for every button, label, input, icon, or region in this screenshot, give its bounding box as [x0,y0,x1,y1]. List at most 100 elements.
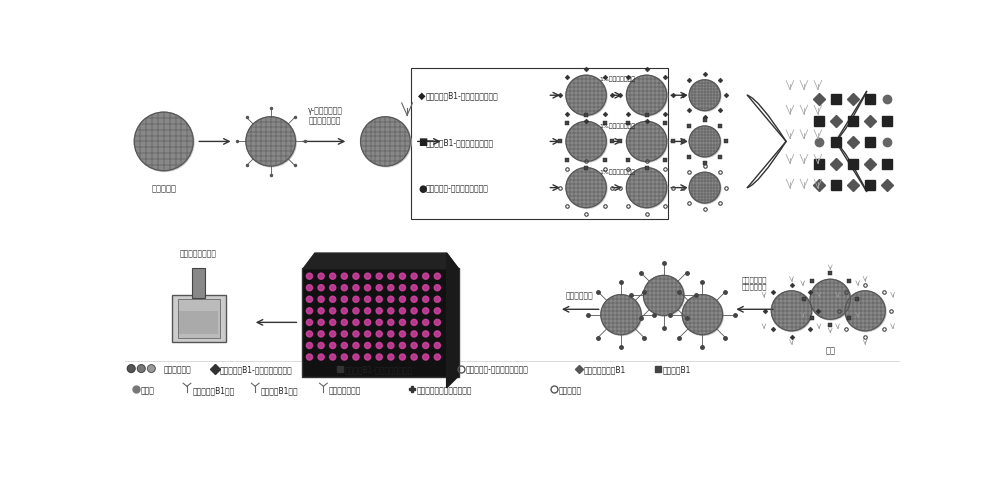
Circle shape [341,274,347,280]
Text: 黄曲霉毒素B1抗体: 黄曲霉毒素B1抗体 [192,385,235,394]
Text: 牛血清蛋白: 牛血清蛋白 [558,385,581,394]
Circle shape [627,77,668,117]
Circle shape [147,365,155,372]
Circle shape [330,297,336,303]
Circle shape [423,274,429,280]
Circle shape [364,308,371,314]
Text: 黄曲霉毒素毒素B1: 黄曲霉毒素毒素B1 [584,364,626,373]
Circle shape [364,320,371,326]
Circle shape [644,276,685,316]
Circle shape [247,118,296,168]
Circle shape [411,343,417,349]
Circle shape [626,168,667,208]
Circle shape [330,320,336,326]
Circle shape [306,320,313,326]
Circle shape [364,343,371,349]
Circle shape [353,320,359,326]
Circle shape [602,296,642,336]
Circle shape [411,308,417,314]
Text: 辣根过氧化物
酶标记的二抗: 辣根过氧化物 酶标记的二抗 [742,276,767,289]
Circle shape [567,77,607,117]
Circle shape [810,280,850,320]
Circle shape [423,308,429,314]
Circle shape [423,320,429,326]
Text: ■: ■ [418,137,427,147]
Circle shape [364,285,371,291]
Circle shape [434,354,440,360]
Circle shape [411,297,417,303]
Circle shape [683,296,723,336]
Text: ●: ● [418,183,426,193]
Circle shape [127,365,135,372]
Circle shape [341,297,347,303]
Circle shape [135,114,194,172]
Circle shape [364,331,371,337]
Text: ◆: ◆ [418,91,425,101]
FancyBboxPatch shape [172,296,226,342]
Circle shape [772,292,812,332]
Circle shape [567,169,607,209]
Circle shape [376,354,382,360]
Text: 黄曲霉毒素B1-牛血清蛋白偶联物: 黄曲霉毒素B1-牛血清蛋白偶联物 [426,92,498,100]
Circle shape [306,331,313,337]
Circle shape [353,297,359,303]
Circle shape [423,331,429,337]
Circle shape [364,354,371,360]
Text: 赭曲霉: 赭曲霉 [140,385,154,394]
Circle shape [601,295,641,335]
Circle shape [341,343,347,349]
Circle shape [567,123,607,163]
Circle shape [306,354,313,360]
Text: 清洗: 清洗 [825,346,835,355]
Text: 1%牛血清蛋白封闭: 1%牛血清蛋白封闭 [599,77,635,82]
Text: 付马毒素B1-牛血清蛋白偶联物: 付马毒素B1-牛血清蛋白偶联物 [345,364,413,373]
Circle shape [246,118,296,167]
Circle shape [361,118,411,168]
Circle shape [341,331,347,337]
Circle shape [318,297,324,303]
Circle shape [626,76,667,116]
Circle shape [330,274,336,280]
Text: 赭曲霉毒素-牛血清蛋白偶联物: 赭曲霉毒素-牛血清蛋白偶联物 [465,364,528,373]
Circle shape [388,297,394,303]
Text: 光子晶体微球: 光子晶体微球 [164,364,192,373]
Circle shape [689,127,720,157]
Circle shape [811,280,851,320]
Circle shape [627,123,668,163]
Circle shape [134,113,193,171]
Circle shape [318,343,324,349]
Circle shape [330,343,336,349]
Circle shape [353,274,359,280]
Text: 赭曲霉毒素抗体: 赭曲霉毒素抗体 [329,385,361,394]
Circle shape [376,308,382,314]
Circle shape [434,343,440,349]
FancyBboxPatch shape [192,269,205,298]
Circle shape [318,354,324,360]
Circle shape [364,274,371,280]
Circle shape [318,308,324,314]
Circle shape [388,274,394,280]
Circle shape [341,354,347,360]
Circle shape [306,343,313,349]
Circle shape [434,331,440,337]
Circle shape [399,354,406,360]
Circle shape [388,354,394,360]
FancyBboxPatch shape [411,68,668,220]
Circle shape [399,285,406,291]
Circle shape [399,320,406,326]
Circle shape [411,354,417,360]
Circle shape [376,331,382,337]
Circle shape [434,308,440,314]
Circle shape [330,354,336,360]
Circle shape [318,320,324,326]
Circle shape [399,274,406,280]
Circle shape [434,285,440,291]
Circle shape [376,285,382,291]
Circle shape [388,320,394,326]
FancyBboxPatch shape [178,300,220,338]
Circle shape [306,308,313,314]
Circle shape [306,297,313,303]
Circle shape [364,297,371,303]
Circle shape [353,343,359,349]
Circle shape [423,343,429,349]
